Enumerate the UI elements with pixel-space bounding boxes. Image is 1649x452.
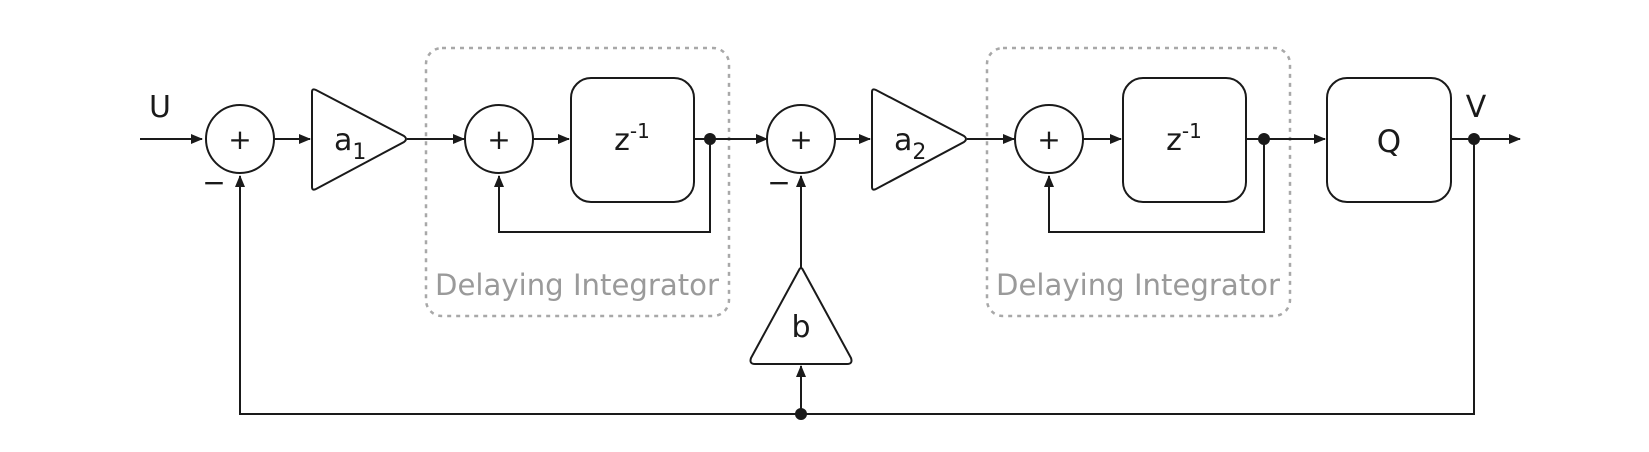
delay-2-exponent: -1 — [1182, 119, 1202, 143]
svg-text:z-1: z-1 — [1166, 119, 1202, 158]
sum-junction-1: + − — [202, 104, 275, 199]
integrator-group-1: Delaying Integrator — [424, 46, 731, 318]
sum-junction-3-plus: + — [789, 123, 812, 156]
gain-block-a2: a2 — [871, 88, 967, 191]
gain-a2-base: a — [894, 123, 912, 158]
sum-junction-1-minus: − — [202, 166, 225, 199]
delay-1-base: z — [614, 123, 630, 158]
input-label: U — [149, 90, 171, 125]
sum-junction-4-plus: + — [1037, 123, 1060, 156]
svg-text:a2: a2 — [894, 123, 926, 165]
gain-a2-subscript: 2 — [912, 140, 926, 165]
integrator-group-2-label: Delaying Integrator — [996, 268, 1280, 302]
integrator-group-2: Delaying Integrator — [985, 46, 1292, 318]
junction-dot-1 — [704, 133, 716, 145]
junction-dot-output — [1468, 133, 1480, 145]
delay-block-1: z-1 — [570, 77, 695, 203]
sum-junction-4: + — [1014, 104, 1084, 174]
quantizer-block: Q — [1326, 77, 1452, 203]
gain-block-b: b — [749, 267, 853, 365]
gain-b-label: b — [791, 310, 810, 345]
sum-junction-2-plus: + — [487, 123, 510, 156]
delay-1-exponent: -1 — [630, 119, 650, 143]
sum-junction-3: + − — [766, 104, 836, 199]
gain-a1-subscript: 1 — [352, 140, 366, 165]
integrator-1-loop — [494, 139, 711, 233]
sum-junction-3-minus: − — [767, 166, 790, 199]
gain-a1-base: a — [334, 123, 352, 158]
integrator-group-1-label: Delaying Integrator — [435, 268, 719, 302]
sum-junction-1-plus: + — [228, 123, 251, 156]
gain-block-a1: a1 — [311, 88, 407, 191]
delay-block-2: z-1 — [1122, 77, 1247, 203]
quantizer-label: Q — [1377, 124, 1401, 160]
svg-text:z-1: z-1 — [614, 119, 650, 158]
svg-text:a1: a1 — [334, 123, 366, 165]
global-feedback-loop — [235, 139, 1475, 415]
junction-dot-2 — [1258, 133, 1270, 145]
delay-2-base: z — [1166, 123, 1182, 158]
sum-junction-2: + — [464, 104, 534, 174]
junction-dot-feedback — [795, 408, 807, 420]
integrator-2-loop — [1044, 139, 1265, 233]
output-label: V — [1466, 90, 1487, 125]
